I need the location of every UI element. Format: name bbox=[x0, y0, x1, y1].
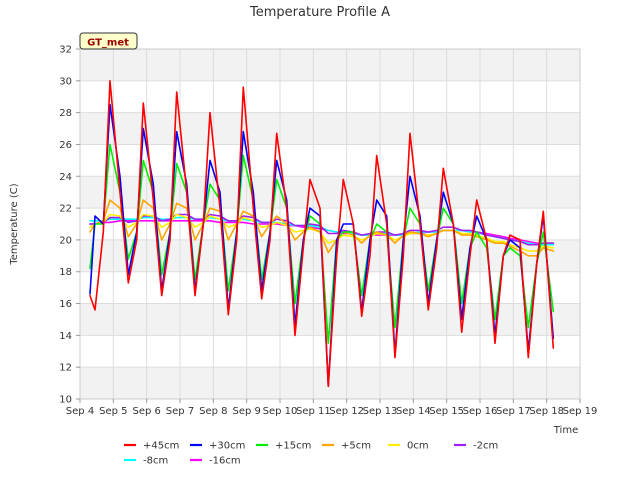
x-tick-label: Sep 9 bbox=[232, 406, 260, 417]
x-tick-label: Sep 7 bbox=[166, 406, 194, 417]
x-tick-label: Sep 6 bbox=[132, 406, 160, 417]
badge: GT_met bbox=[79, 32, 138, 50]
legend-label: -16cm bbox=[209, 456, 241, 467]
y-axis-label: Temperature (C) bbox=[9, 183, 20, 265]
legend-label: 0cm bbox=[407, 441, 429, 452]
legend-label: +45cm bbox=[143, 441, 179, 452]
y-tick-label: 24 bbox=[59, 172, 72, 183]
x-tick-label: Sep 5 bbox=[99, 406, 127, 417]
grid-band bbox=[80, 271, 580, 304]
x-tick-label: Sep 16 bbox=[463, 406, 498, 417]
x-tick-label: Sep 8 bbox=[199, 406, 227, 417]
x-axis-label: Time bbox=[553, 425, 578, 436]
legend-label: +15cm bbox=[275, 441, 311, 452]
grid-band bbox=[80, 208, 580, 240]
x-tick-label: Sep 10 bbox=[263, 406, 298, 417]
grid-band bbox=[80, 112, 580, 145]
x-tick-label: Sep 13 bbox=[363, 406, 398, 417]
x-tick-label: Sep 4 bbox=[66, 406, 94, 417]
grid-band bbox=[80, 176, 580, 209]
plot-frame bbox=[79, 48, 581, 400]
x-axis: Sep 4 Sep 5 Sep 6 Sep 7 Sep 8 Sep 9 Sep 10Sep … bbox=[66, 399, 598, 417]
grid-band bbox=[80, 367, 580, 399]
legend: +45cm +30cm +15cm +5cm 0cm -2cm -8cm -16cm bbox=[124, 441, 498, 467]
y-tick-label: 16 bbox=[59, 299, 72, 310]
grid-band bbox=[80, 144, 580, 177]
y-axis: 10 12 14 16 18 20 22 24 26 28 30 32 bbox=[59, 45, 80, 406]
y-tick-label: 32 bbox=[59, 45, 72, 56]
grid-band bbox=[80, 49, 580, 81]
legend-label: +5cm bbox=[341, 441, 371, 452]
x-tick-label: Sep 11 bbox=[296, 406, 331, 417]
legend-label: +30cm bbox=[209, 441, 245, 452]
y-tick-label: 18 bbox=[59, 267, 72, 278]
series-lines bbox=[89, 80, 555, 388]
y-tick-label: 20 bbox=[59, 235, 72, 246]
y-tick-label: 22 bbox=[59, 204, 72, 215]
y-tick-label: 28 bbox=[59, 108, 72, 119]
x-tick-label: Sep 14 bbox=[396, 406, 431, 417]
legend-label: -2cm bbox=[473, 441, 498, 452]
x-tick-label: Sep 17 bbox=[496, 406, 531, 417]
y-tick-label: 14 bbox=[59, 331, 72, 342]
legend-label: -8cm bbox=[143, 456, 168, 467]
grid-bands bbox=[80, 49, 580, 399]
y-tick-label: 12 bbox=[59, 363, 72, 374]
y-tick-label: 30 bbox=[59, 76, 72, 87]
y-tick-label: 10 bbox=[59, 395, 72, 406]
x-tick-label: Sep 18 bbox=[529, 406, 564, 417]
y-tick-label: 26 bbox=[59, 140, 72, 151]
series-line-plus45cm bbox=[89, 80, 555, 388]
badge-label: GT_met bbox=[87, 38, 129, 49]
badge-box bbox=[79, 32, 138, 50]
x-tick-label: Sep 19 bbox=[563, 406, 598, 417]
grid-band bbox=[80, 80, 580, 113]
chart-title: Temperature Profile A bbox=[249, 5, 390, 20]
x-tick-label: Sep 15 bbox=[429, 406, 464, 417]
x-tick-label: Sep 12 bbox=[329, 406, 364, 417]
